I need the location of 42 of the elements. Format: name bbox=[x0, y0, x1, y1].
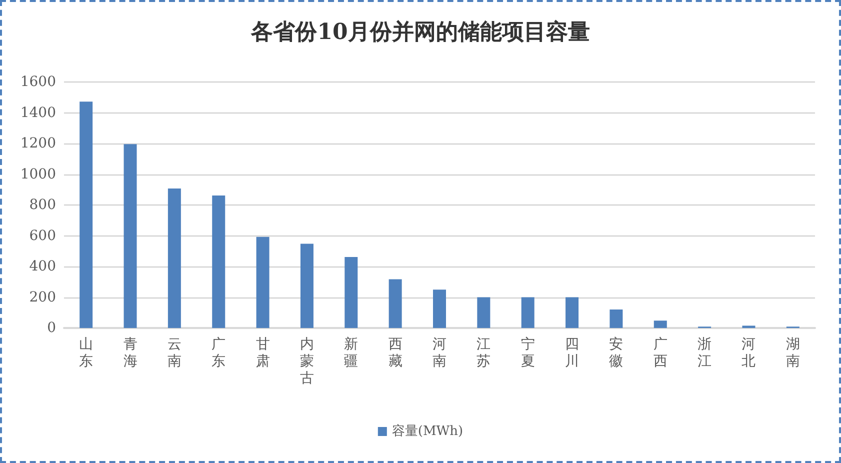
bar bbox=[256, 236, 270, 328]
y-tick-label: 800 bbox=[29, 197, 56, 213]
bar bbox=[654, 320, 667, 328]
x-tick-label: 内蒙古 bbox=[300, 336, 314, 386]
bar bbox=[521, 297, 534, 328]
y-tick-label: 1200 bbox=[20, 136, 56, 152]
x-tick-label: 江苏 bbox=[476, 336, 491, 370]
bar bbox=[388, 279, 402, 328]
x-tick-label: 甘肃 bbox=[256, 336, 270, 370]
bar bbox=[610, 310, 623, 328]
y-tick-label: 0 bbox=[47, 320, 56, 336]
bar bbox=[477, 297, 490, 328]
y-tick-label: 1000 bbox=[20, 166, 56, 182]
x-tick-label: 西藏 bbox=[388, 336, 402, 370]
y-tick-label: 1400 bbox=[20, 104, 56, 121]
x-tick-label: 广东 bbox=[212, 336, 226, 370]
x-tick-label: 云南 bbox=[167, 336, 182, 370]
y-tick-label: 600 bbox=[29, 228, 56, 244]
bar bbox=[124, 144, 137, 328]
x-tick-label: 广西 bbox=[653, 336, 668, 370]
bar bbox=[300, 244, 314, 328]
y-tick-label: 1600 bbox=[20, 74, 56, 90]
bar bbox=[433, 290, 446, 328]
x-tick-label: 四川 bbox=[565, 336, 580, 370]
x-tick-label: 宁夏 bbox=[520, 336, 535, 370]
x-tick-label: 新疆 bbox=[344, 336, 358, 370]
chart-title: 各省份10月份并网的储能项目容量 bbox=[250, 19, 590, 45]
x-tick-label: 湖南 bbox=[786, 336, 800, 370]
legend-label: 容量(MWh) bbox=[392, 423, 464, 439]
x-tick-label: 安徽 bbox=[609, 336, 624, 370]
bar bbox=[212, 195, 226, 328]
x-tick-label: 河南 bbox=[432, 336, 446, 370]
x-tick-label: 山东 bbox=[79, 336, 94, 370]
bar bbox=[168, 188, 181, 328]
x-tick-label: 青海 bbox=[123, 336, 138, 370]
y-tick-label: 200 bbox=[29, 289, 56, 306]
bar bbox=[566, 297, 579, 328]
x-tick-label: 浙江 bbox=[698, 336, 712, 370]
bar bbox=[344, 256, 358, 328]
y-tick-label: 400 bbox=[29, 258, 56, 274]
bar bbox=[80, 102, 93, 328]
x-tick-label: 河北 bbox=[742, 336, 756, 370]
